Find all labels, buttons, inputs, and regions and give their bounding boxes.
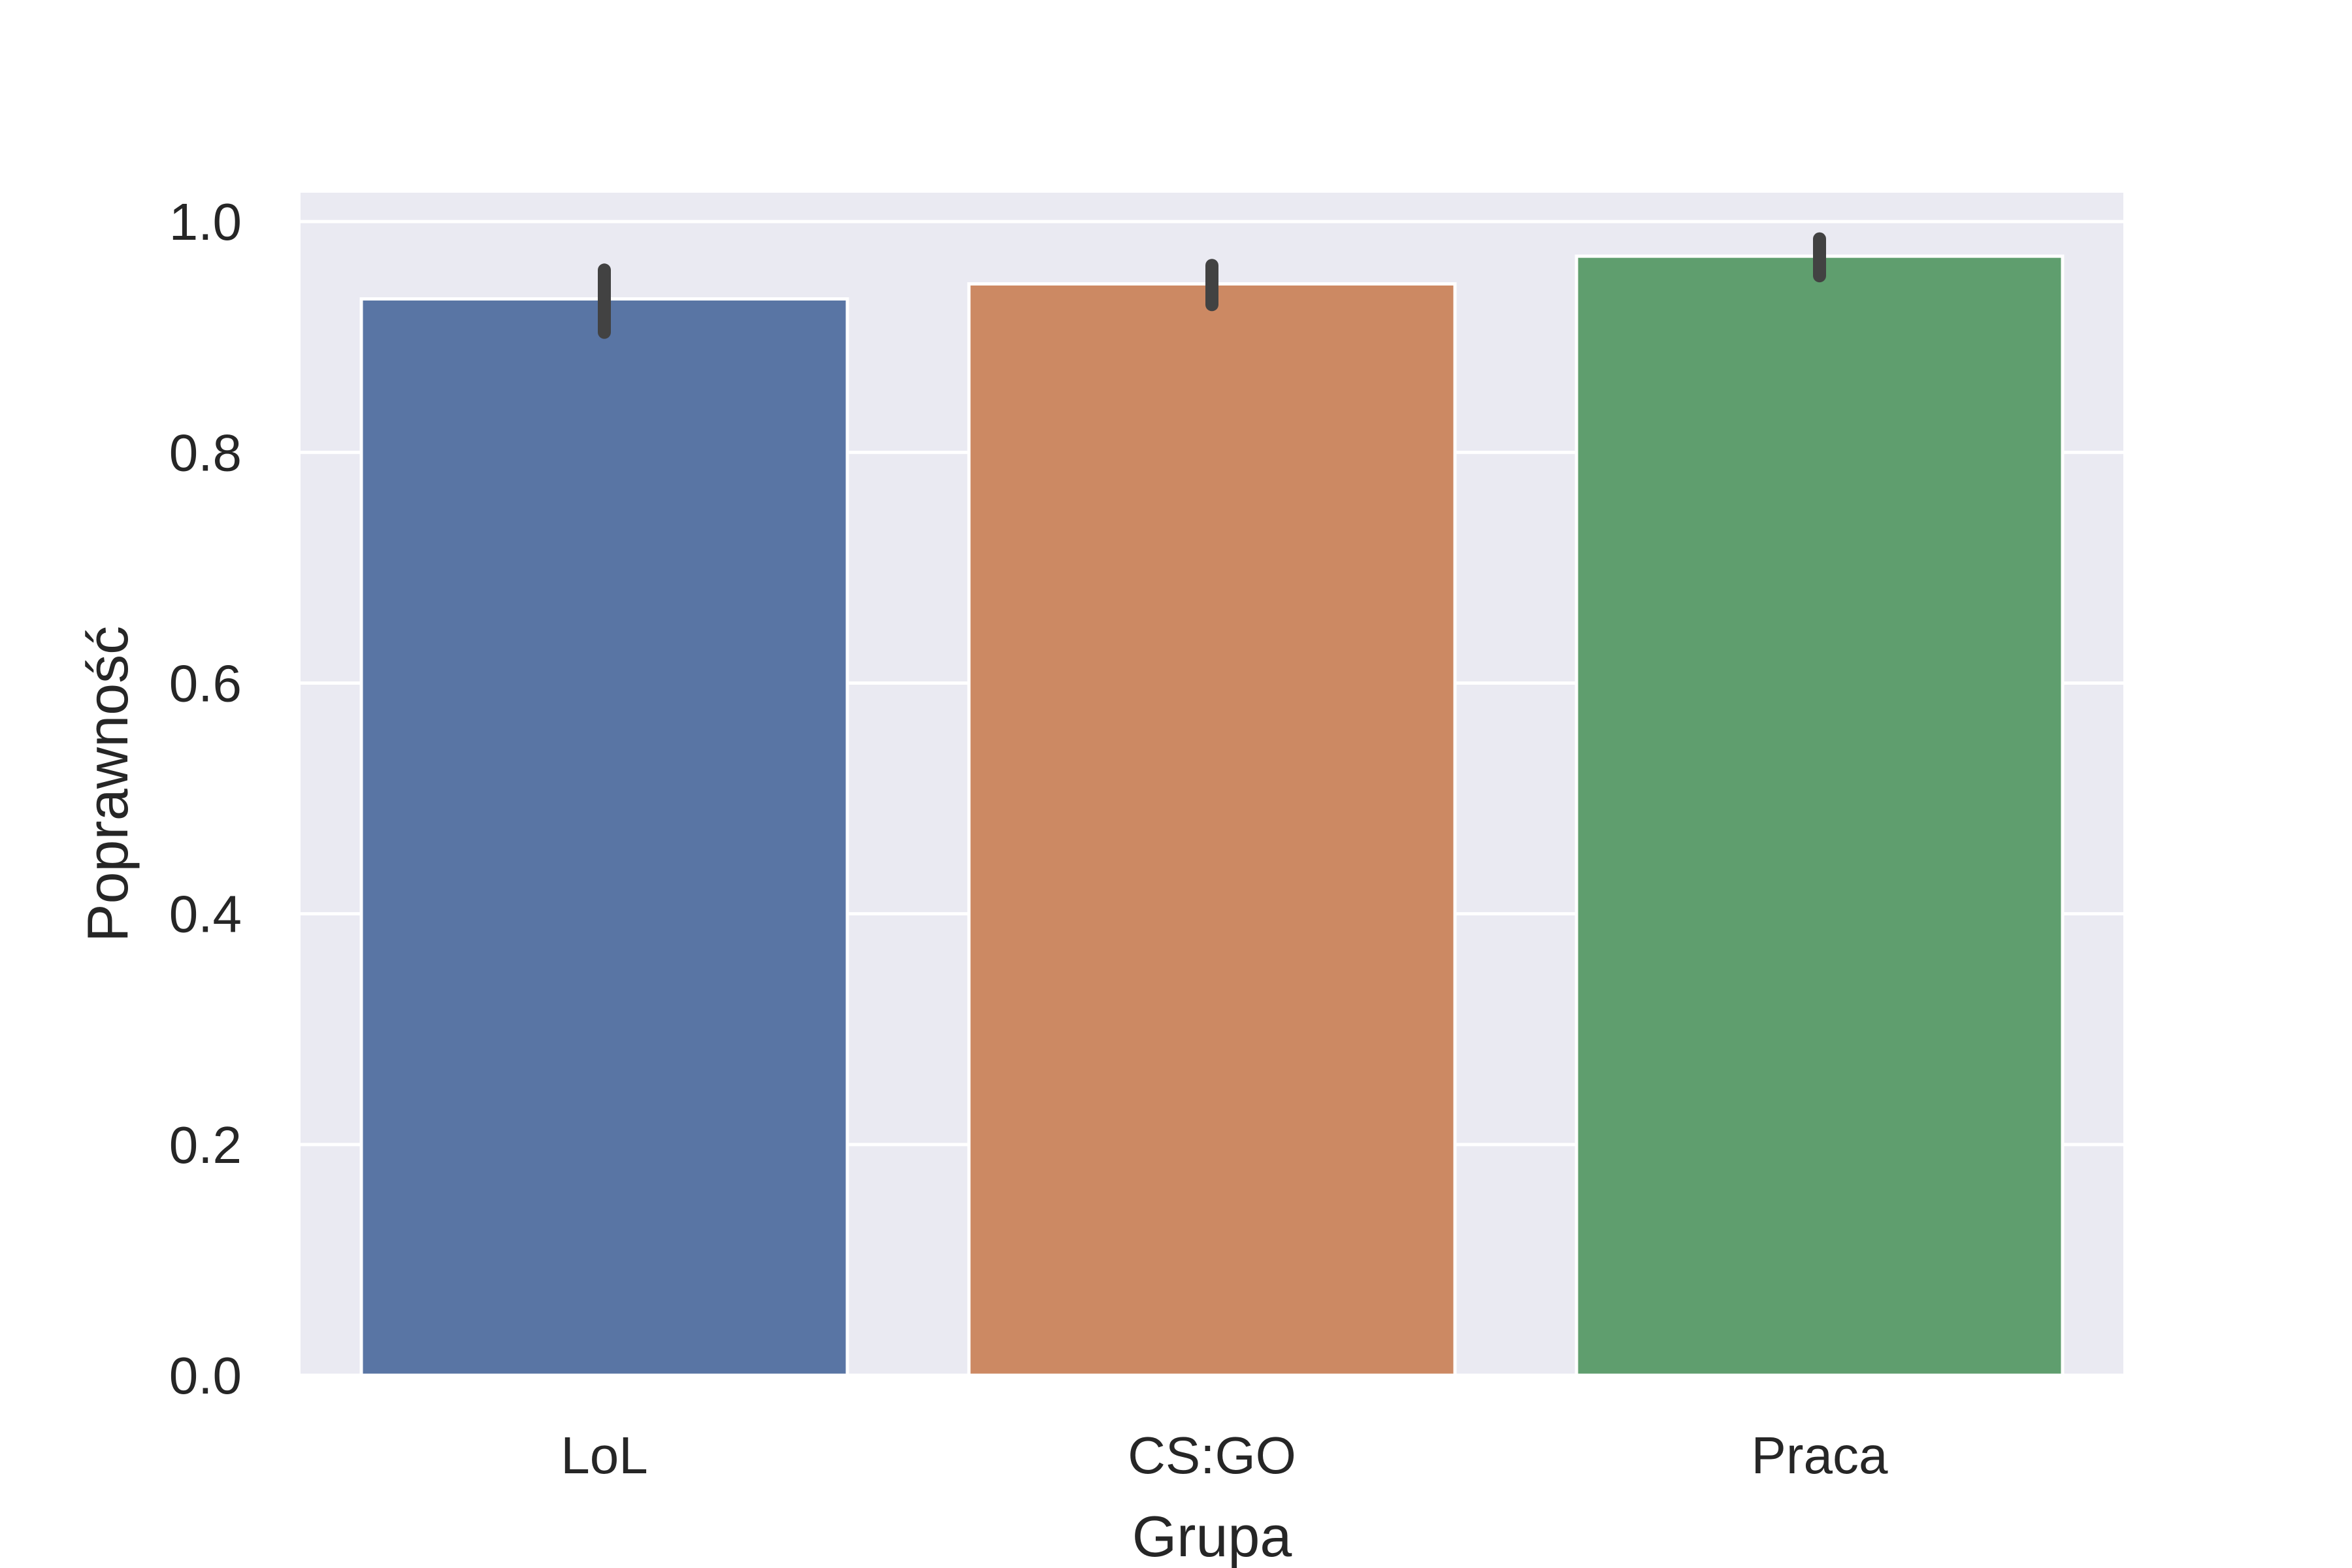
x-tick-labels: LoL CS:GO Praca	[561, 1426, 1888, 1484]
y-tick-label: 0.4	[169, 885, 242, 943]
bar-cs-go	[967, 282, 1457, 1377]
x-tick-label: Praca	[1752, 1426, 1888, 1484]
y-tick-label: 0.2	[169, 1116, 242, 1174]
x-axis-label: Grupa	[1132, 1504, 1292, 1568]
y-tick-label: 1.0	[169, 193, 242, 251]
x-tick-label: LoL	[561, 1426, 647, 1484]
error-bars	[598, 232, 1826, 339]
x-tick-label: CS:GO	[1128, 1426, 1296, 1484]
y-tick-label: 0.0	[169, 1347, 242, 1405]
y-axis-label: Poprawność	[75, 626, 140, 942]
bar-lol	[359, 297, 849, 1377]
y-tick-label: 0.8	[169, 423, 242, 482]
y-tick-labels: 0.0 0.2 0.4 0.6 0.8 1.0	[169, 193, 242, 1405]
bar-praca	[1575, 254, 2065, 1377]
bars	[359, 254, 2065, 1377]
y-tick-label: 0.6	[169, 654, 242, 712]
